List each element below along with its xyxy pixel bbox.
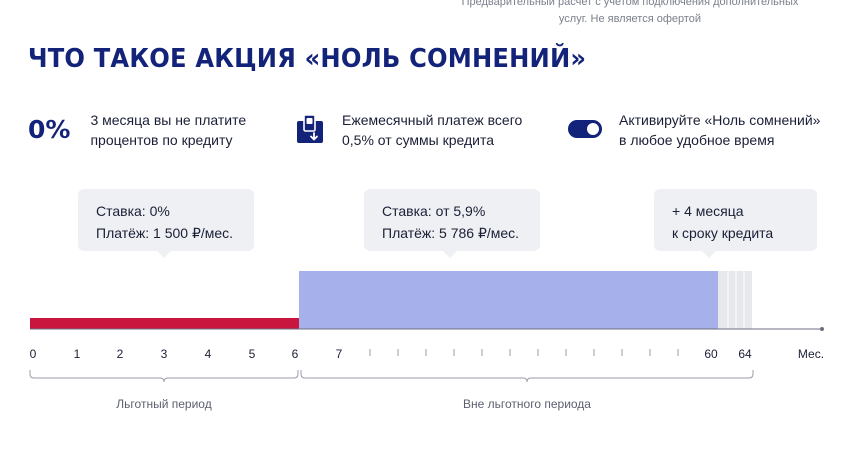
bubble-payment: Платёж: 1 500 ₽/мес.	[96, 225, 234, 241]
zero-percent-badge: 0%	[28, 115, 71, 144]
toggle-icon	[568, 120, 602, 138]
axis-label: 0	[30, 347, 37, 361]
bubble-rate: Ставка: 0%	[96, 203, 170, 219]
feature-line: в любое удобное время	[619, 132, 775, 148]
axis-label: 4	[205, 347, 212, 361]
main-period-bar	[299, 271, 718, 329]
disclaimer: Предварительный расчет с учетом подключе…	[455, 0, 805, 28]
disclaimer-line-1: Предварительный расчет с учетом подключе…	[461, 0, 799, 8]
bubble-main-terms: Ставка: от 5,9% Платёж: 5 786 ₽/мес.	[364, 189, 540, 258]
disclaimer-line-2: услуг. Не является офертой	[558, 13, 702, 25]
axis-label: 60	[704, 347, 718, 361]
bubble-rate: Ставка: от 5,9%	[382, 203, 486, 219]
axis-unit-label: Мес.	[798, 347, 824, 361]
payment-icon	[297, 114, 323, 143]
bubble-extra-months: + 4 месяца	[672, 203, 744, 219]
axis-label: 6	[292, 347, 299, 361]
axis-label: 5	[249, 347, 256, 361]
feature-line: 0,5% от суммы кредита	[342, 132, 495, 148]
page-title: ЧТО ТАКОЕ АКЦИЯ «НОЛЬ СОМНЕНИЙ»	[28, 44, 587, 74]
axis-label: 1	[74, 347, 81, 361]
feature-line: Ежемесячный платеж всего	[342, 112, 523, 128]
feature-text: Активируйте «Ноль сомнений» в любое удоб…	[619, 110, 820, 150]
feature-zero-percent: 0% 3 месяца вы не платите процентов по к…	[28, 110, 246, 150]
axis-label: 7	[336, 347, 343, 361]
post-grace-bracket	[300, 370, 754, 383]
bubble-payment: Платёж: 5 786 ₽/мес.	[382, 225, 520, 241]
bubble-grace-terms: Ставка: 0% Платёж: 1 500 ₽/мес.	[78, 189, 254, 258]
feature-line: Активируйте «Ноль сомнений»	[619, 112, 821, 128]
axis-end-dot	[820, 327, 824, 331]
axis-label: 64	[738, 347, 752, 361]
axis-minor-ticks	[369, 349, 679, 356]
feature-line: процентов по кредиту	[90, 132, 233, 148]
grace-period-bar	[30, 318, 299, 329]
grace-period-bracket	[29, 370, 299, 383]
feature-line: 3 месяца вы не платите	[90, 112, 247, 128]
feature-monthly-payment: Ежемесячный платеж всего 0,5% от суммы к…	[296, 110, 522, 150]
grace-period-label: Льготный период	[116, 397, 211, 411]
axis-label: 3	[161, 347, 168, 361]
post-grace-label: Вне льготного периода	[463, 397, 591, 411]
bubble-extra-term: к сроку кредита	[672, 225, 774, 241]
feature-text: 3 месяца вы не платите процентов по кред…	[90, 110, 246, 150]
feature-activate: Активируйте «Ноль сомнений» в любое удоб…	[568, 110, 820, 150]
axis-label: 2	[117, 347, 124, 361]
extension-bar	[718, 271, 752, 329]
bubble-term-extension: + 4 месяца к сроку кредита	[654, 189, 817, 258]
feature-text: Ежемесячный платеж всего 0,5% от суммы к…	[342, 110, 522, 150]
